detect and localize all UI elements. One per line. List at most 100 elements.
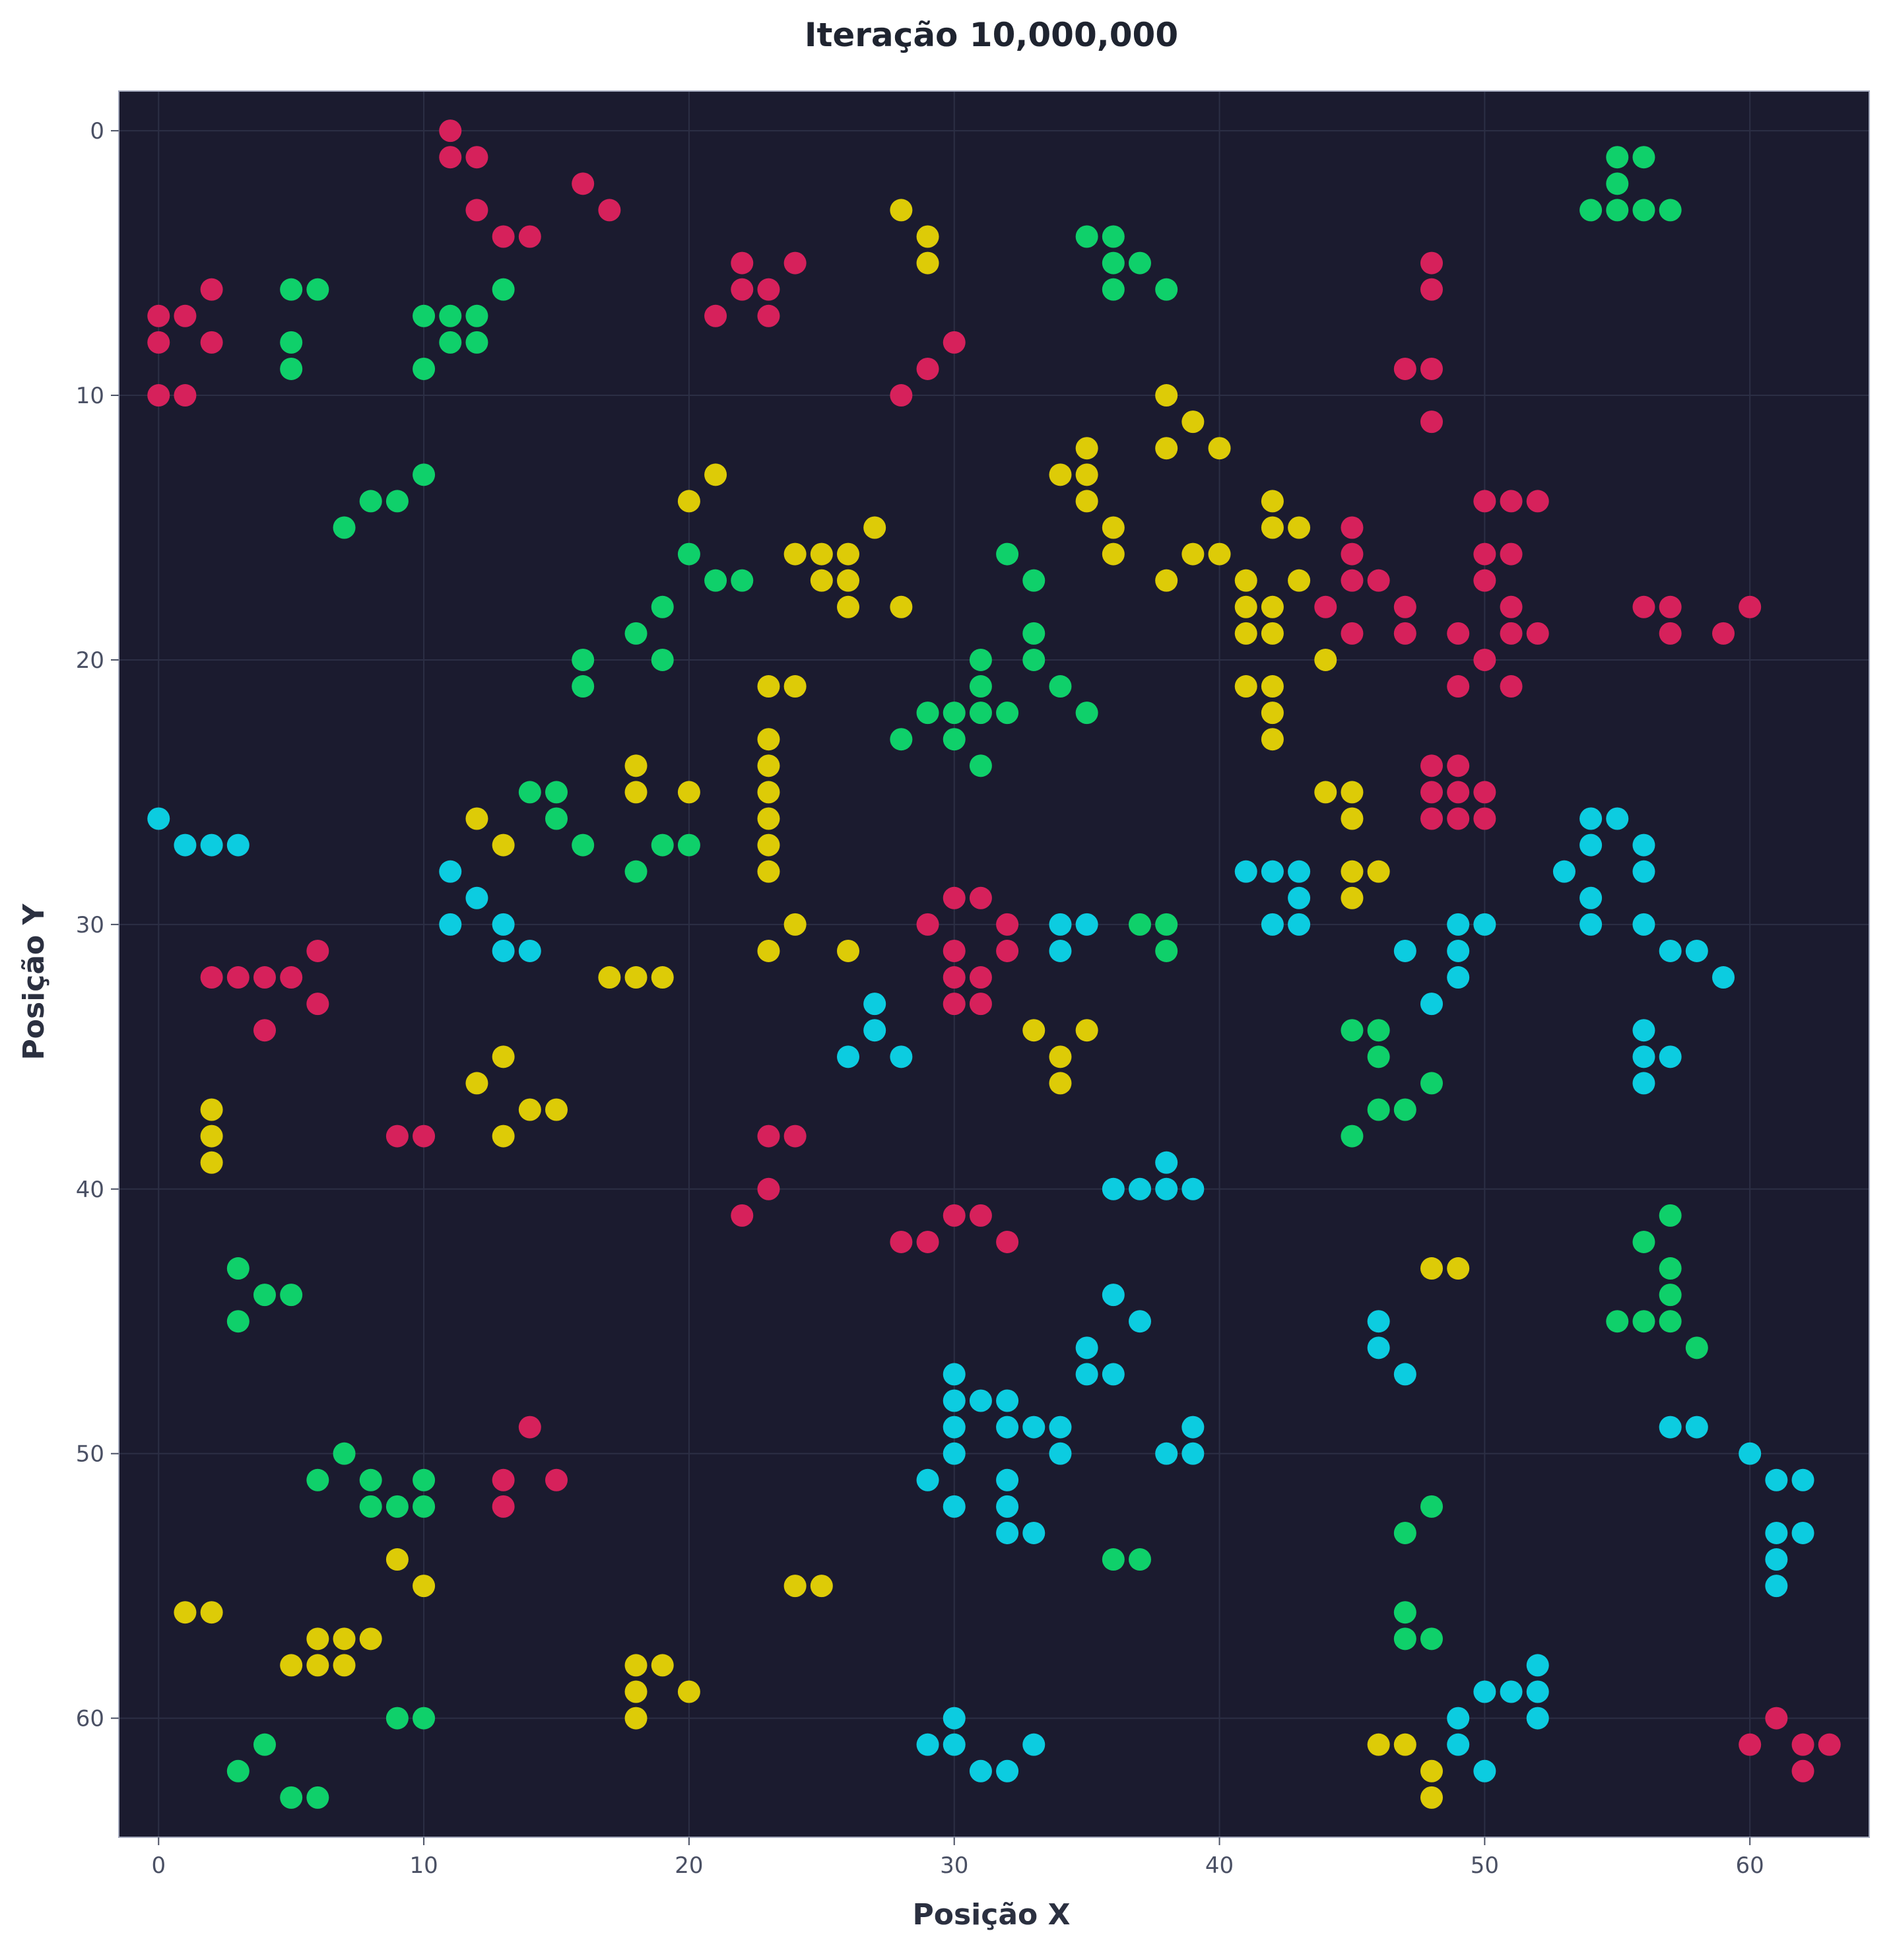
data-point	[200, 1125, 223, 1148]
data-point	[1022, 569, 1046, 592]
data-point	[943, 1204, 966, 1227]
data-point	[624, 1654, 648, 1677]
data-point	[890, 1045, 913, 1068]
data-point	[1155, 913, 1178, 936]
data-point	[1579, 886, 1603, 909]
data-point	[757, 1125, 780, 1148]
data-point	[518, 1098, 541, 1121]
plot-frame	[118, 90, 1870, 1838]
data-point	[1659, 1045, 1682, 1068]
data-point	[1765, 1575, 1788, 1598]
data-point	[1500, 675, 1523, 698]
y-tick-label: 10	[76, 383, 104, 409]
data-point	[837, 542, 859, 566]
x-axis-label: Posição X	[913, 1898, 1071, 1932]
data-point	[147, 384, 170, 407]
plot-area	[119, 91, 1869, 1837]
data-point	[624, 860, 648, 883]
data-point	[969, 1204, 992, 1227]
data-point	[731, 251, 754, 275]
data-point	[200, 1601, 223, 1624]
data-point	[1102, 1177, 1125, 1200]
data-point	[1765, 1548, 1788, 1571]
data-point	[943, 966, 966, 989]
data-point	[783, 542, 807, 566]
data-point	[1075, 490, 1098, 513]
data-point	[1606, 199, 1629, 222]
data-point	[1712, 622, 1735, 645]
data-point	[1420, 357, 1443, 380]
data-point	[306, 278, 329, 301]
data-point	[200, 278, 223, 301]
data-point	[1606, 807, 1629, 830]
data-point	[1606, 146, 1629, 169]
data-point	[1341, 569, 1364, 592]
data-point	[1526, 1707, 1549, 1730]
data-point	[1181, 542, 1205, 566]
data-point	[1234, 595, 1257, 618]
data-point	[1500, 1680, 1523, 1703]
data-point	[731, 1204, 754, 1227]
data-point	[1685, 1336, 1708, 1359]
data-point	[943, 1495, 966, 1518]
data-point	[1420, 410, 1443, 434]
data-point	[1473, 781, 1496, 804]
data-point	[890, 384, 913, 407]
data-point	[1579, 833, 1603, 857]
data-point	[863, 1019, 886, 1042]
data-point	[147, 807, 170, 830]
data-point	[1022, 1733, 1046, 1756]
data-point	[1367, 1098, 1390, 1121]
data-point	[545, 1468, 568, 1491]
data-point	[1685, 1416, 1708, 1439]
data-point	[492, 225, 515, 248]
data-point	[1341, 860, 1364, 883]
data-point	[1155, 1151, 1178, 1174]
data-point	[1049, 463, 1072, 486]
data-point	[1447, 675, 1470, 698]
data-point	[1075, 702, 1098, 725]
data-point	[1420, 1495, 1443, 1518]
data-point	[996, 1521, 1019, 1544]
data-point	[226, 833, 249, 857]
data-point	[943, 1733, 966, 1756]
data-point	[837, 595, 859, 618]
data-point	[783, 1125, 807, 1148]
data-point	[1739, 1442, 1762, 1465]
data-point	[1181, 1442, 1205, 1465]
data-point	[1022, 1019, 1046, 1042]
data-point	[1791, 1733, 1814, 1756]
data-point	[996, 1389, 1019, 1412]
data-point	[1022, 648, 1046, 671]
data-point	[651, 1654, 674, 1677]
data-point	[943, 939, 966, 962]
data-point	[943, 886, 966, 909]
data-point	[1473, 1680, 1496, 1703]
data-point	[1367, 1336, 1390, 1359]
data-point	[1341, 807, 1364, 830]
data-point	[465, 807, 488, 830]
data-point	[174, 833, 197, 857]
data-point	[439, 913, 462, 936]
y-tick-label: 50	[76, 1441, 104, 1468]
data-point	[1420, 807, 1443, 830]
data-point	[1420, 278, 1443, 301]
data-point	[677, 781, 700, 804]
data-point	[624, 622, 648, 645]
data-point	[890, 595, 913, 618]
data-point	[1261, 728, 1284, 751]
data-point	[624, 1707, 648, 1730]
data-point	[624, 781, 648, 804]
data-point	[1552, 860, 1576, 883]
data-point	[783, 1575, 807, 1598]
data-point	[1632, 146, 1655, 169]
data-point	[1341, 781, 1364, 804]
data-point	[545, 781, 568, 804]
data-point	[1447, 1257, 1470, 1280]
data-point	[492, 1468, 515, 1491]
data-point	[1102, 1548, 1125, 1571]
data-point	[385, 1707, 409, 1730]
data-point	[1102, 251, 1125, 275]
data-point	[783, 251, 807, 275]
data-point	[1129, 251, 1151, 275]
